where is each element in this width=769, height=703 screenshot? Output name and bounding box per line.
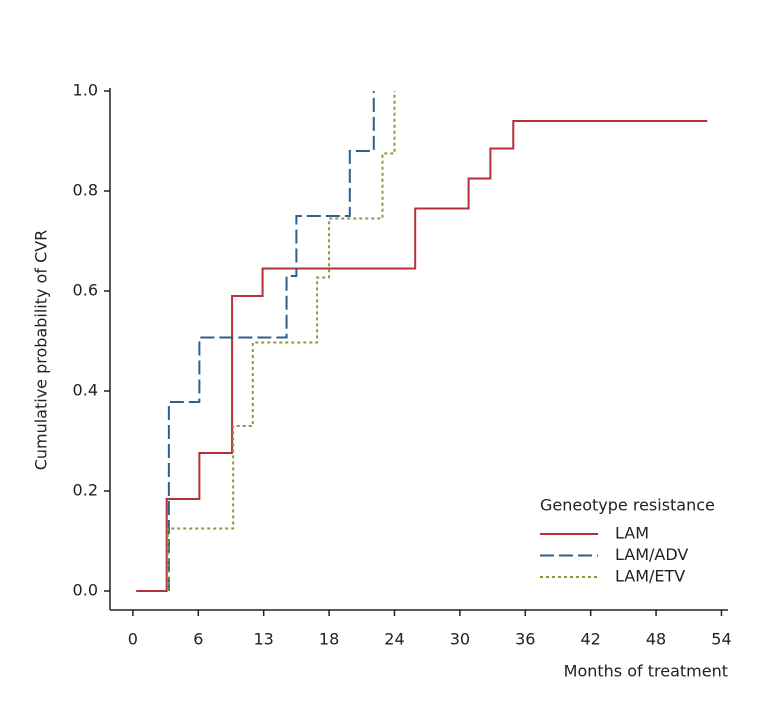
x-tick-label: 13 (254, 630, 274, 649)
step-line (167, 91, 375, 591)
y-tick-label: 0.6 (73, 281, 98, 300)
y-tick-label: 1.0 (73, 81, 98, 100)
x-tick-label: 0 (128, 630, 138, 649)
step-line (136, 120, 708, 592)
y-tick-label: 0.8 (73, 181, 98, 200)
x-tick-label: 54 (711, 630, 731, 649)
x-tick-label: 18 (319, 630, 339, 649)
legend-title: Geneotype resistance (540, 496, 715, 515)
y-tick-label: 0.4 (73, 381, 98, 400)
y-tick-label: 0.0 (73, 581, 98, 600)
y-tick-label: 0.2 (73, 481, 98, 500)
x-tick-label: 42 (580, 630, 600, 649)
legend-label: LAM/ETV (615, 567, 685, 586)
x-tick-label: 48 (646, 630, 666, 649)
x-tick-label: 36 (515, 630, 535, 649)
y-axis-label: Cumulative probability of CVR (32, 230, 51, 471)
legend-label: LAM (615, 524, 649, 543)
x-tick-label: 6 (193, 630, 203, 649)
x-tick-label: 24 (384, 630, 404, 649)
x-tick-label: 30 (450, 630, 470, 649)
step-line (166, 91, 396, 591)
legend-label: LAM/ADV (615, 545, 688, 564)
x-axis-label: Months of treatment (564, 662, 728, 681)
